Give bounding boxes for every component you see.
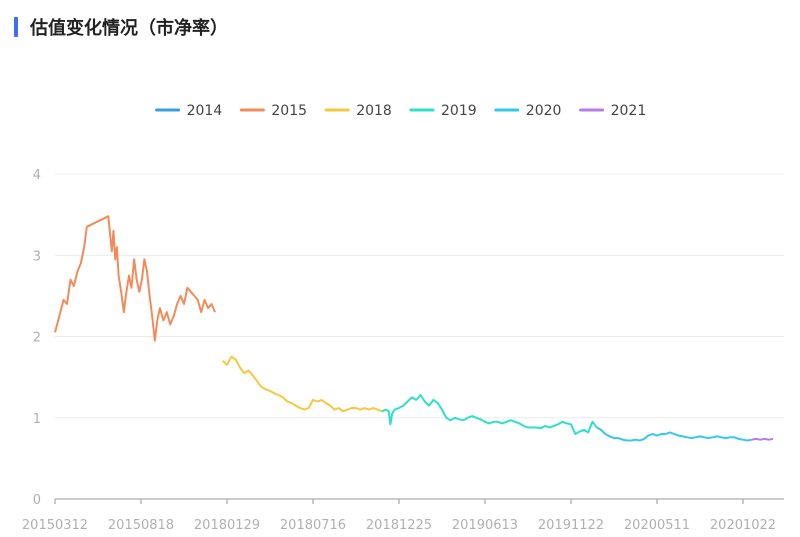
x-tick-label: 20150818 — [108, 518, 174, 533]
x-tick-label: 20180129 — [194, 518, 260, 533]
x-tick-label: 20190613 — [452, 518, 518, 533]
y-tick-label: 1 — [33, 412, 41, 427]
legend-label: 2020 — [526, 103, 562, 119]
legend[interactable]: 2014 2015 2018 2019 2020 2021 — [155, 103, 647, 119]
x-tick-label: 20201022 — [710, 518, 776, 533]
y-tick-label: 2 — [33, 331, 41, 346]
x-tick-label: 20150312 — [22, 518, 88, 533]
chart-title-bar: 估值变化情况（市净率） — [14, 16, 228, 39]
chart-title: 估值变化情况（市净率） — [30, 18, 228, 39]
x-tick-label: 20200511 — [624, 518, 690, 533]
legend-item-2020[interactable]: 2020 — [494, 103, 562, 119]
axis-layer: 0 1 2 3 4 20150312 20150818 20180129 20180716 201… — [22, 168, 784, 533]
y-tick-label: 4 — [33, 168, 41, 183]
title-accent-bar — [14, 17, 18, 37]
series-line-2015 — [54, 215, 216, 342]
legend-item-2014[interactable]: 2014 — [155, 103, 223, 119]
y-tick-label: 0 — [33, 493, 41, 508]
legend-label: 2021 — [611, 103, 647, 119]
legend-label: 2019 — [441, 103, 477, 119]
series-layer — [54, 215, 774, 442]
legend-item-2019[interactable]: 2019 — [409, 103, 477, 119]
x-tick-label: 20180716 — [280, 518, 346, 533]
legend-label: 2015 — [271, 103, 307, 119]
legend-item-2021[interactable]: 2021 — [579, 103, 647, 119]
x-tick-label: 20191122 — [538, 518, 604, 533]
legend-label: 2014 — [187, 103, 223, 119]
grid-layer — [55, 173, 784, 419]
legend-item-2015[interactable]: 2015 — [239, 103, 307, 119]
y-tick-label: 3 — [33, 249, 41, 264]
series-line-2020 — [596, 426, 752, 442]
legend-item-2018[interactable]: 2018 — [324, 103, 392, 119]
x-tick-label: 20181225 — [366, 518, 432, 533]
series-line-2019 — [381, 394, 598, 435]
legend-label: 2018 — [356, 103, 392, 119]
series-line-2021 — [751, 437, 774, 441]
series-line-2018 — [222, 355, 383, 413]
